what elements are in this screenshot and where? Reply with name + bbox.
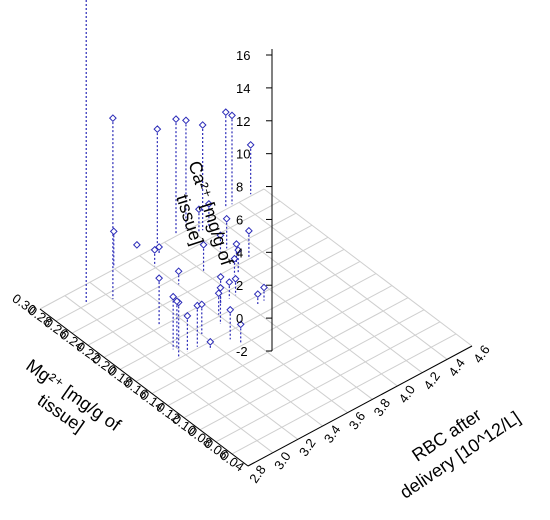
axis-titles: Ca²⁺ [mg/g oftissue]Mg²⁺ [mg/g oftissue]… — [22, 158, 524, 502]
x-tick-label-1: 3.0 — [271, 449, 294, 472]
data-point-6 — [206, 337, 215, 346]
x-tick-label-8: 4.4 — [445, 356, 468, 379]
data-point-23 — [195, 205, 203, 214]
grid-line-x-5 — [164, 241, 373, 400]
data-point-4 — [155, 274, 164, 283]
grid-line-y-6 — [151, 273, 377, 394]
z-tick-label-3: 4 — [236, 245, 243, 260]
z-tick-label-1: 0 — [236, 311, 243, 326]
data-point-34 — [198, 121, 207, 129]
grid-line-x-4 — [139, 255, 348, 414]
data-point-7 — [197, 300, 206, 309]
data-point-20 — [232, 240, 241, 248]
data-point-21 — [216, 231, 225, 240]
x-tick-label-9: 4.6 — [470, 342, 493, 365]
x-tick-label-5: 3.8 — [371, 396, 394, 419]
data-point-36 — [228, 111, 236, 120]
grid-line-x-9 — [263, 188, 473, 347]
grid-line-y-11 — [71, 212, 297, 334]
grid-line-x-7 — [213, 215, 423, 374]
data-point-31 — [153, 125, 162, 134]
data-point-11 — [214, 289, 223, 298]
z-tick-label-0: -2 — [236, 344, 248, 359]
grid-line-y-3 — [199, 309, 425, 431]
data-point-16 — [253, 290, 262, 299]
grid-line-y-4 — [183, 297, 409, 419]
z-tick-label-8: 14 — [236, 81, 250, 96]
data-point-35 — [221, 108, 230, 117]
data-point-15 — [199, 240, 208, 249]
data-point-24 — [244, 226, 253, 235]
data-point-14 — [231, 274, 240, 283]
data-point-8 — [226, 305, 235, 314]
data-point-32 — [172, 115, 180, 124]
tick-labels: -202468101214162.83.03.23.43.63.84.04.24… — [10, 48, 493, 486]
z-tick-label-5: 8 — [236, 180, 243, 195]
data-point-13 — [225, 278, 234, 287]
z-tick-label-4: 6 — [236, 212, 243, 227]
grid-line-y-5 — [167, 285, 393, 407]
data-point-18 — [230, 254, 239, 263]
z-tick-label-9: 16 — [236, 48, 250, 63]
data-point-3 — [183, 311, 192, 320]
x-tick-label-7: 4.2 — [420, 369, 443, 392]
data-point-9 — [236, 320, 245, 329]
x-tick-label-0: 2.8 — [246, 462, 269, 485]
data-point-37 — [246, 140, 255, 149]
data-point-27 — [155, 243, 164, 251]
data-point-26 — [150, 245, 159, 254]
data-point-19 — [234, 246, 243, 255]
data-point-10 — [216, 283, 225, 292]
grid-line-x-6 — [189, 228, 398, 387]
grid-line-y-9 — [103, 236, 329, 358]
grid-line-x-1 — [64, 295, 274, 454]
x-tick-label-3: 3.4 — [321, 422, 344, 445]
x-axis-title: RBC afterdelivery [10^12/L] — [383, 387, 524, 502]
y-axis-line — [39, 308, 249, 467]
z-tick-label-7: 12 — [236, 114, 250, 129]
data-point-22 — [222, 214, 231, 223]
data-point-25 — [132, 240, 141, 249]
data-point-30 — [109, 227, 118, 236]
data-point-17 — [260, 283, 268, 292]
z-tick-label-6: 10 — [236, 147, 250, 162]
data-point-29 — [204, 200, 213, 208]
grid-line-x-8 — [238, 201, 448, 360]
data-point-12 — [216, 273, 225, 281]
data-point-28 — [174, 267, 183, 276]
grid-line-x-3 — [114, 268, 323, 427]
grid-line-y-10 — [87, 224, 313, 346]
grid-line-y-12 — [55, 200, 281, 322]
data-point-1 — [169, 292, 178, 301]
grid-line-y-1 — [231, 333, 457, 455]
grid-line-y-7 — [135, 261, 361, 382]
data-point-2 — [172, 297, 181, 306]
axes — [39, 49, 473, 467]
grid-line-y-2 — [215, 321, 441, 443]
x-tick-label-2: 3.2 — [296, 436, 319, 459]
data-point-38 — [108, 114, 117, 123]
data-point-33 — [182, 116, 190, 125]
data-points — [108, 108, 268, 346]
grid-line-x-2 — [89, 281, 299, 440]
x-tick-label-4: 3.6 — [346, 409, 369, 432]
x-axis-line — [247, 345, 473, 467]
z-tick-label-2: 2 — [236, 278, 243, 293]
x-tick-label-6: 4.0 — [396, 382, 419, 405]
